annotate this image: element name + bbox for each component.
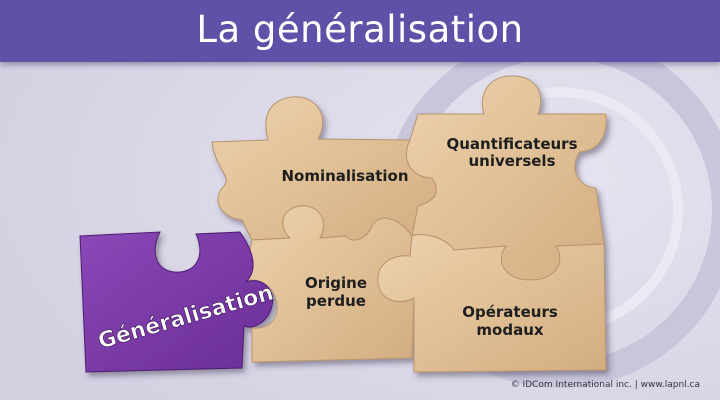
label-nominalisation: Nominalisation: [281, 167, 408, 185]
label-origine-line1: Origine: [305, 274, 367, 292]
label-operateurs-line2: modaux: [476, 321, 543, 339]
label-quantificateurs-line1: Quantificateurs: [446, 135, 577, 153]
piece-operateurs: [377, 234, 607, 373]
piece-generalisation: [79, 231, 274, 373]
label-operateurs-line1: Opérateurs: [462, 303, 558, 321]
label-origine-line2: perdue: [306, 292, 366, 310]
page-title: La généralisation: [196, 7, 524, 51]
title-bar: La généralisation: [0, 0, 720, 62]
copyright-text: © IDCom International inc. | www.lapnl.c…: [510, 380, 700, 390]
label-quantificateurs-line2: universels: [468, 152, 555, 170]
